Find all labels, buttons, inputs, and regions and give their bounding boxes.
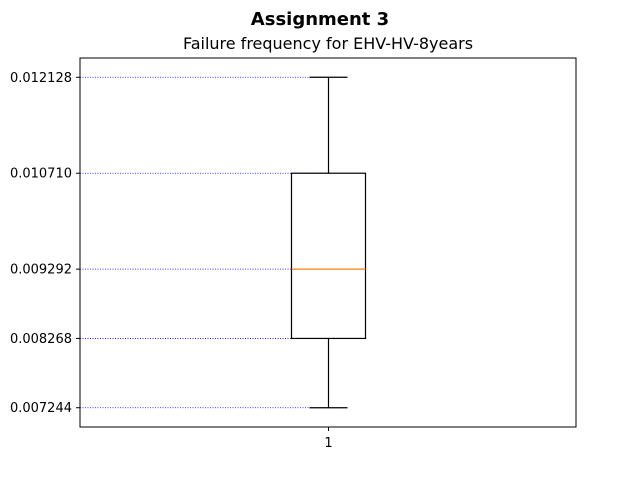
x-axis: 1 — [324, 427, 333, 451]
x-tick-label-0: 1 — [324, 436, 332, 451]
y-tick-label-1: 0.008268 — [10, 332, 72, 347]
box-iqr — [290, 172, 367, 340]
y-tick-label-2: 0.009292 — [10, 263, 72, 278]
y-axis: 0.007244 0.008268 0.009292 0.010710 0.012128 — [10, 71, 80, 416]
chart-title: Failure frequency for EHV-HV-8years — [183, 34, 473, 53]
plot-area-frame — [79, 57, 577, 428]
y-tick-label-3: 0.010710 — [10, 167, 72, 182]
y-tick-label-0: 0.007244 — [10, 401, 72, 416]
y-tick-label-4: 0.012128 — [10, 71, 72, 86]
box-plot — [290, 76, 367, 409]
figure-suptitle: Assignment 3 — [251, 9, 389, 30]
